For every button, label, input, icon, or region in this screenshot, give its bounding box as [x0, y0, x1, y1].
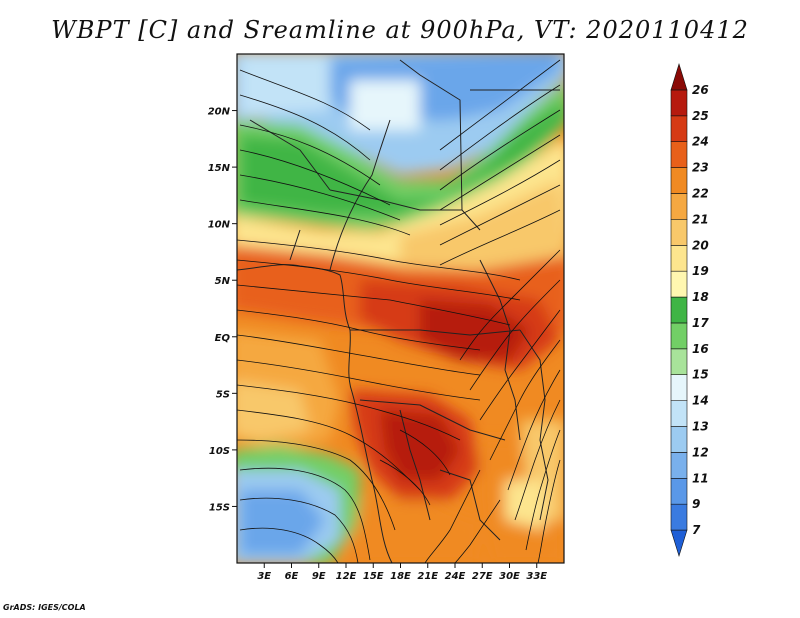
colorbar-swatch	[670, 89, 688, 117]
colorbar-swatch	[670, 426, 688, 453]
colorbar-swatch	[670, 270, 688, 298]
colorbar-swatch	[670, 503, 688, 531]
lon-tick-label: 33E	[526, 571, 547, 582]
lat-tick-label: EQ	[215, 333, 231, 344]
colorbar-swatch	[670, 400, 688, 427]
colorbar-label: 11	[692, 471, 709, 485]
colorbar-label: 13	[692, 420, 709, 434]
colorbar-label: 20	[692, 238, 709, 252]
lon-tick-label: 30E	[499, 571, 520, 582]
lon-tick-label: 21E	[417, 571, 438, 582]
colorbar-swatch	[670, 452, 688, 479]
colorbar-swatch	[670, 115, 688, 142]
colorbar: 7 9 11 12 13 14 15 16 17 18 19 20 21 22 23 24 25 26	[670, 62, 709, 558]
colorbar-swatch	[670, 374, 688, 401]
colorbar-swatch	[670, 348, 688, 376]
colorbar-swatch	[670, 219, 688, 246]
colorbar-label: 14	[692, 394, 709, 408]
colorbar-swatch	[670, 529, 688, 558]
borders	[237, 59, 560, 563]
lon-tick-label: 27E	[472, 571, 493, 582]
map-title: WBPT [C] and Sreamline at 900hPa, VT: 20…	[51, 16, 749, 44]
wbpt-field	[237, 54, 564, 563]
colorbar-label: 7	[692, 523, 701, 537]
colorbar-label: 26	[692, 83, 709, 97]
colorbar-label: 21	[692, 212, 709, 226]
streamlines	[237, 59, 561, 563]
lon-tick-label: 18E	[390, 571, 411, 582]
lon-tick-label: 24E	[445, 571, 466, 582]
lat-tick-label: 5N	[215, 276, 231, 287]
colorbar-label: 22	[692, 186, 709, 200]
lon-tick-label: 3E	[257, 571, 271, 582]
colorbar-label: 16	[692, 342, 709, 356]
colorbar-swatch	[670, 193, 688, 220]
credit-label: GrADS: IGES/COLA	[3, 603, 86, 612]
colorbar-swatch	[670, 62, 688, 91]
lat-tick-label: 10S	[209, 446, 230, 457]
lon-tick-label: 15E	[363, 571, 384, 582]
lat-tick-label: 5S	[216, 389, 230, 400]
colorbar-swatch	[670, 244, 688, 272]
colorbar-swatch	[670, 322, 688, 350]
lat-tick-label: 15N	[208, 163, 231, 174]
colorbar-label: 24	[692, 135, 709, 149]
lat-tick-label: 20N	[208, 107, 231, 118]
colorbar-label: 25	[692, 109, 709, 123]
lat-axis: 20N 15N 10N 5N EQ 5S 10S 15S	[208, 107, 237, 513]
colorbar-label: 23	[692, 161, 709, 175]
lat-tick-label: 10N	[208, 220, 231, 231]
colorbar-label: 15	[692, 368, 709, 382]
lat-tick-label: 15S	[209, 502, 230, 513]
lon-axis: 3E 6E 9E 12E 15E 18E 21E 24E 27E 30E 33E	[257, 563, 547, 582]
lon-tick-label: 12E	[336, 571, 357, 582]
colorbar-label: 17	[692, 316, 709, 330]
colorbar-label: 18	[692, 290, 709, 304]
colorbar-label: 9	[692, 497, 700, 511]
colorbar-swatch	[670, 167, 688, 194]
lon-tick-label: 6E	[285, 571, 299, 582]
colorbar-label: 19	[692, 264, 709, 278]
lon-tick-label: 9E	[312, 571, 326, 582]
colorbar-swatch	[670, 296, 688, 324]
colorbar-swatch	[670, 141, 688, 168]
colorbar-swatch	[670, 478, 688, 505]
colorbar-label: 12	[692, 445, 709, 459]
